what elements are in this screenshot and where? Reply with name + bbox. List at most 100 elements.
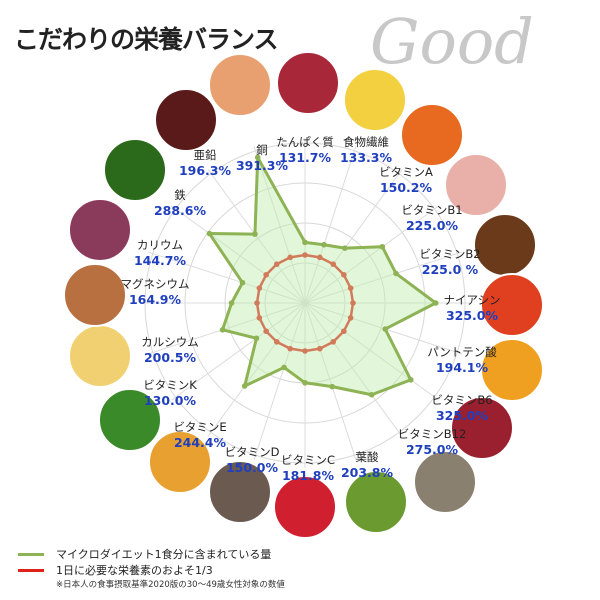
mentaiko-image <box>480 273 544 337</box>
category-name: 鉄 <box>174 188 186 202</box>
value-label: 194.1% <box>435 360 489 375</box>
category-name: 亜鉛 <box>193 148 217 162</box>
grid-spoke <box>147 302 306 355</box>
eel-image <box>473 213 537 277</box>
red-data-point <box>254 300 260 306</box>
green-data-point <box>206 230 213 237</box>
red-data-point <box>347 315 354 321</box>
footnote: ※日本人の食事摂取基準2020版の30〜49歳女性対象の数値 <box>56 580 285 590</box>
value-label: 130.0% <box>143 393 197 408</box>
green-data-point <box>228 300 235 306</box>
axis-label: ビタミンK 130.0% <box>143 378 197 408</box>
legend: マイクロダイエット1食分に含まれている量 1日に必要な栄養素のおよそ1/3 ※日… <box>18 546 285 590</box>
value-label: 275.0% <box>405 442 459 457</box>
axis-label: 銅 391.3% <box>236 143 288 173</box>
green-data-point <box>342 245 348 251</box>
green-data-point <box>254 154 261 161</box>
axis-label: ビタミンB12 275.0% <box>398 427 467 457</box>
green-data-point <box>379 243 386 250</box>
green-data-point <box>253 335 260 342</box>
red-data-point <box>256 315 263 321</box>
axis-label: 葉酸 203.8% <box>341 450 393 480</box>
red-data-point <box>273 261 280 267</box>
red-data-point <box>317 345 323 352</box>
strawberry-image <box>273 475 337 539</box>
axis-label: パントテン酸 194.1% <box>427 345 497 375</box>
grid-spoke <box>147 251 306 304</box>
edamame-image <box>344 470 408 534</box>
red-data-point <box>317 254 323 261</box>
grid-spoke <box>171 302 306 401</box>
value-label: 391.3% <box>235 158 289 173</box>
category-name: 銅 <box>256 143 268 157</box>
axis-label: ビタミンB1 225.0% <box>401 203 462 233</box>
category-name: ビタミンK <box>143 378 197 392</box>
category-name: ビタミンB2 <box>419 247 481 261</box>
green-data-point <box>281 364 287 371</box>
page-title: こだわりの栄養バランス <box>14 25 279 54</box>
value-label: 196.3% <box>178 163 232 178</box>
red-data-point <box>330 261 337 267</box>
category-name: たんぱく質 <box>276 135 334 149</box>
legend-item-red: 1日に必要な栄養素のおよそ1/3 <box>18 562 285 578</box>
green-data-point <box>382 326 389 332</box>
axis-label: ビタミンC 181.8% <box>281 453 335 483</box>
value-label: 150.2% <box>379 180 433 195</box>
red-data-point <box>263 328 269 335</box>
pumpkin-image <box>148 430 212 494</box>
value-label: 133.3% <box>339 150 393 165</box>
oyster-image <box>413 450 477 514</box>
axis-label: ビタミンD 150.0% <box>225 445 280 475</box>
value-label: 164.9% <box>128 292 182 307</box>
axis-label: マグネシウム 164.9% <box>121 277 190 307</box>
grid-spoke <box>304 145 357 304</box>
category-name: マグネシウム <box>120 277 190 291</box>
green-data-point <box>321 241 327 248</box>
axis-label: 鉄 288.6% <box>154 188 206 218</box>
green-data-point <box>241 383 248 389</box>
grid-spoke <box>304 302 439 401</box>
mushroom-image <box>208 460 272 524</box>
green-swatch <box>18 552 44 556</box>
tuna-image <box>276 51 340 115</box>
category-name: ナイアシン <box>443 293 501 307</box>
category-name: ビタミンB1 <box>401 203 463 217</box>
red-data-point <box>287 345 293 352</box>
value-label: 181.8% <box>281 468 335 483</box>
green-data-point <box>329 383 335 390</box>
axis-label: たんぱく質 131.7% <box>276 135 334 165</box>
axis-label: ビタミンE 244.4% <box>173 420 226 450</box>
red-data-point <box>273 339 280 345</box>
category-name: ビタミンE <box>173 420 227 434</box>
red-data-point <box>347 285 354 291</box>
carrot-image <box>400 103 464 167</box>
axis-label: カルシウム 200.5% <box>141 335 199 365</box>
grid-spoke <box>304 251 463 304</box>
liver-image <box>154 88 218 152</box>
axis-label: ビタミンB2 225.0 % <box>419 247 480 277</box>
shrimp-image <box>208 53 272 117</box>
value-label: 150.0% <box>225 460 279 475</box>
banana-image <box>343 68 407 132</box>
cheese-image <box>68 324 132 388</box>
grid-spoke <box>253 145 306 304</box>
category-name: 葉酸 <box>355 450 379 464</box>
category-name: ビタミンD <box>224 445 280 459</box>
category-name: カリウム <box>136 238 183 252</box>
red-data-point <box>341 328 347 335</box>
value-label: 244.4% <box>173 435 227 450</box>
axis-label: ビタミンB6 325.0% <box>431 393 492 423</box>
red-data-point <box>330 339 337 345</box>
axis-label: カリウム 144.7% <box>134 238 186 268</box>
category-name: ビタミンA <box>379 165 433 179</box>
kale-image <box>103 138 167 202</box>
red-data-point <box>350 300 356 306</box>
almond-image <box>63 263 127 327</box>
pork-image <box>444 153 508 217</box>
red-swatch <box>18 568 44 572</box>
axis-label: ナイアシン 325.0% <box>443 293 500 323</box>
green-data-point <box>393 270 399 277</box>
grid-spoke <box>171 205 306 304</box>
value-label: 203.8% <box>340 465 394 480</box>
